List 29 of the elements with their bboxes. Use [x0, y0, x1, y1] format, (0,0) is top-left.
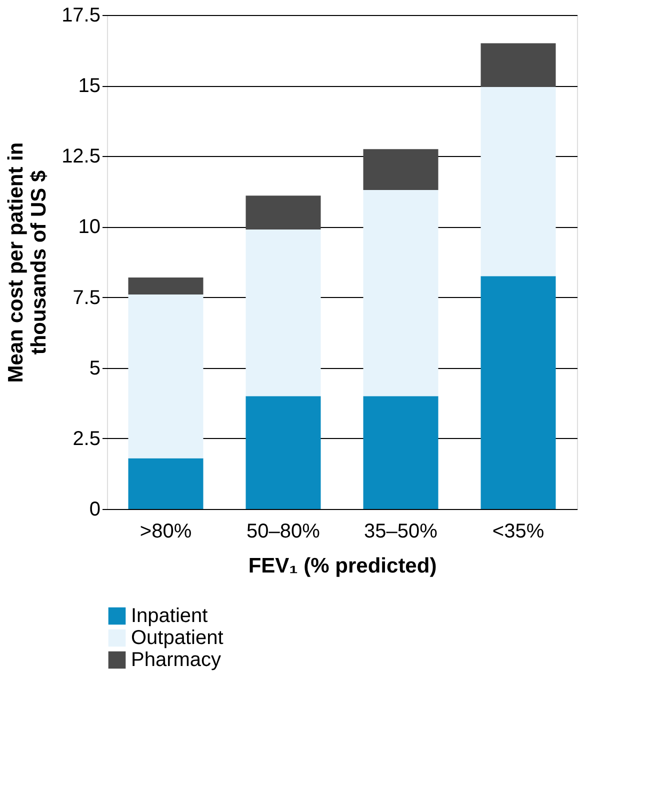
- y-tick-label: 7.5: [72, 286, 100, 309]
- y-tick-label: 5: [89, 357, 100, 380]
- bar: [480, 43, 556, 87]
- bar: [246, 196, 321, 230]
- legend-label: Outpatient: [131, 627, 224, 649]
- y-tick-label: 10: [78, 216, 100, 238]
- bar: [246, 396, 321, 509]
- bar: [480, 276, 556, 509]
- x-tick-label: 50–80%: [246, 520, 320, 542]
- bar: [128, 294, 204, 458]
- bar: [128, 458, 204, 509]
- y-tick-label: 2.5: [72, 428, 100, 450]
- bar: [128, 278, 204, 294]
- x-tick-label: 35–50%: [364, 520, 438, 542]
- y-axis-title: Mean cost per patient in thousands of US $: [4, 142, 51, 383]
- y-tick-label: 15: [78, 75, 100, 98]
- x-tick-label: >80%: [140, 520, 192, 542]
- bar: [363, 190, 438, 396]
- bar: [363, 396, 438, 509]
- x-tick-label: <35%: [492, 520, 544, 542]
- x-axis-title: FEV₁ (% predicted): [248, 554, 437, 578]
- y-tick-label: 17.5: [62, 4, 100, 26]
- bar: [363, 149, 438, 190]
- bar: [246, 230, 321, 396]
- y-tick-label: 0: [89, 498, 100, 520]
- legend-label: Inpatient: [131, 605, 208, 627]
- y-tick-label: 12.5: [62, 146, 100, 168]
- bar: [480, 86, 556, 276]
- legend-label: Pharmacy: [131, 649, 222, 671]
